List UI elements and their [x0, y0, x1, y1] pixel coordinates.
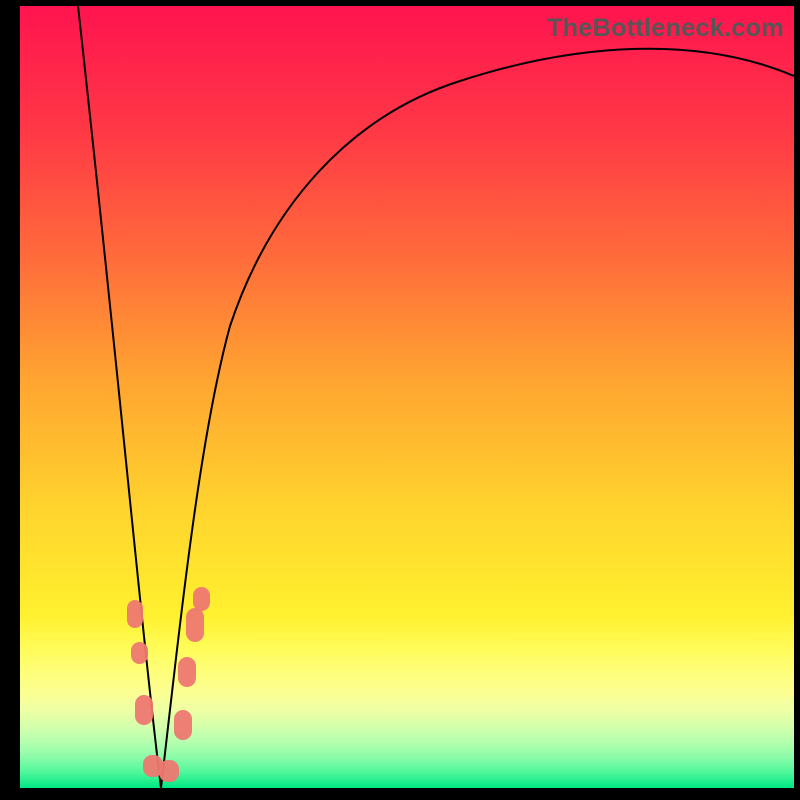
marker-dot [159, 760, 179, 782]
frame-border-right [794, 0, 800, 800]
curve-svg [20, 6, 794, 788]
frame-border-bottom [0, 788, 800, 800]
marker-dot [178, 657, 196, 687]
chart-frame: TheBottleneck.com [0, 0, 800, 800]
plot-area: TheBottleneck.com [20, 6, 794, 788]
marker-dot [135, 695, 153, 725]
marker-dot [186, 608, 204, 642]
watermark-text: TheBottleneck.com [547, 14, 784, 43]
marker-dot [174, 710, 192, 740]
frame-border-left [0, 0, 20, 800]
marker-dot [127, 600, 143, 628]
marker-dot [193, 587, 210, 611]
